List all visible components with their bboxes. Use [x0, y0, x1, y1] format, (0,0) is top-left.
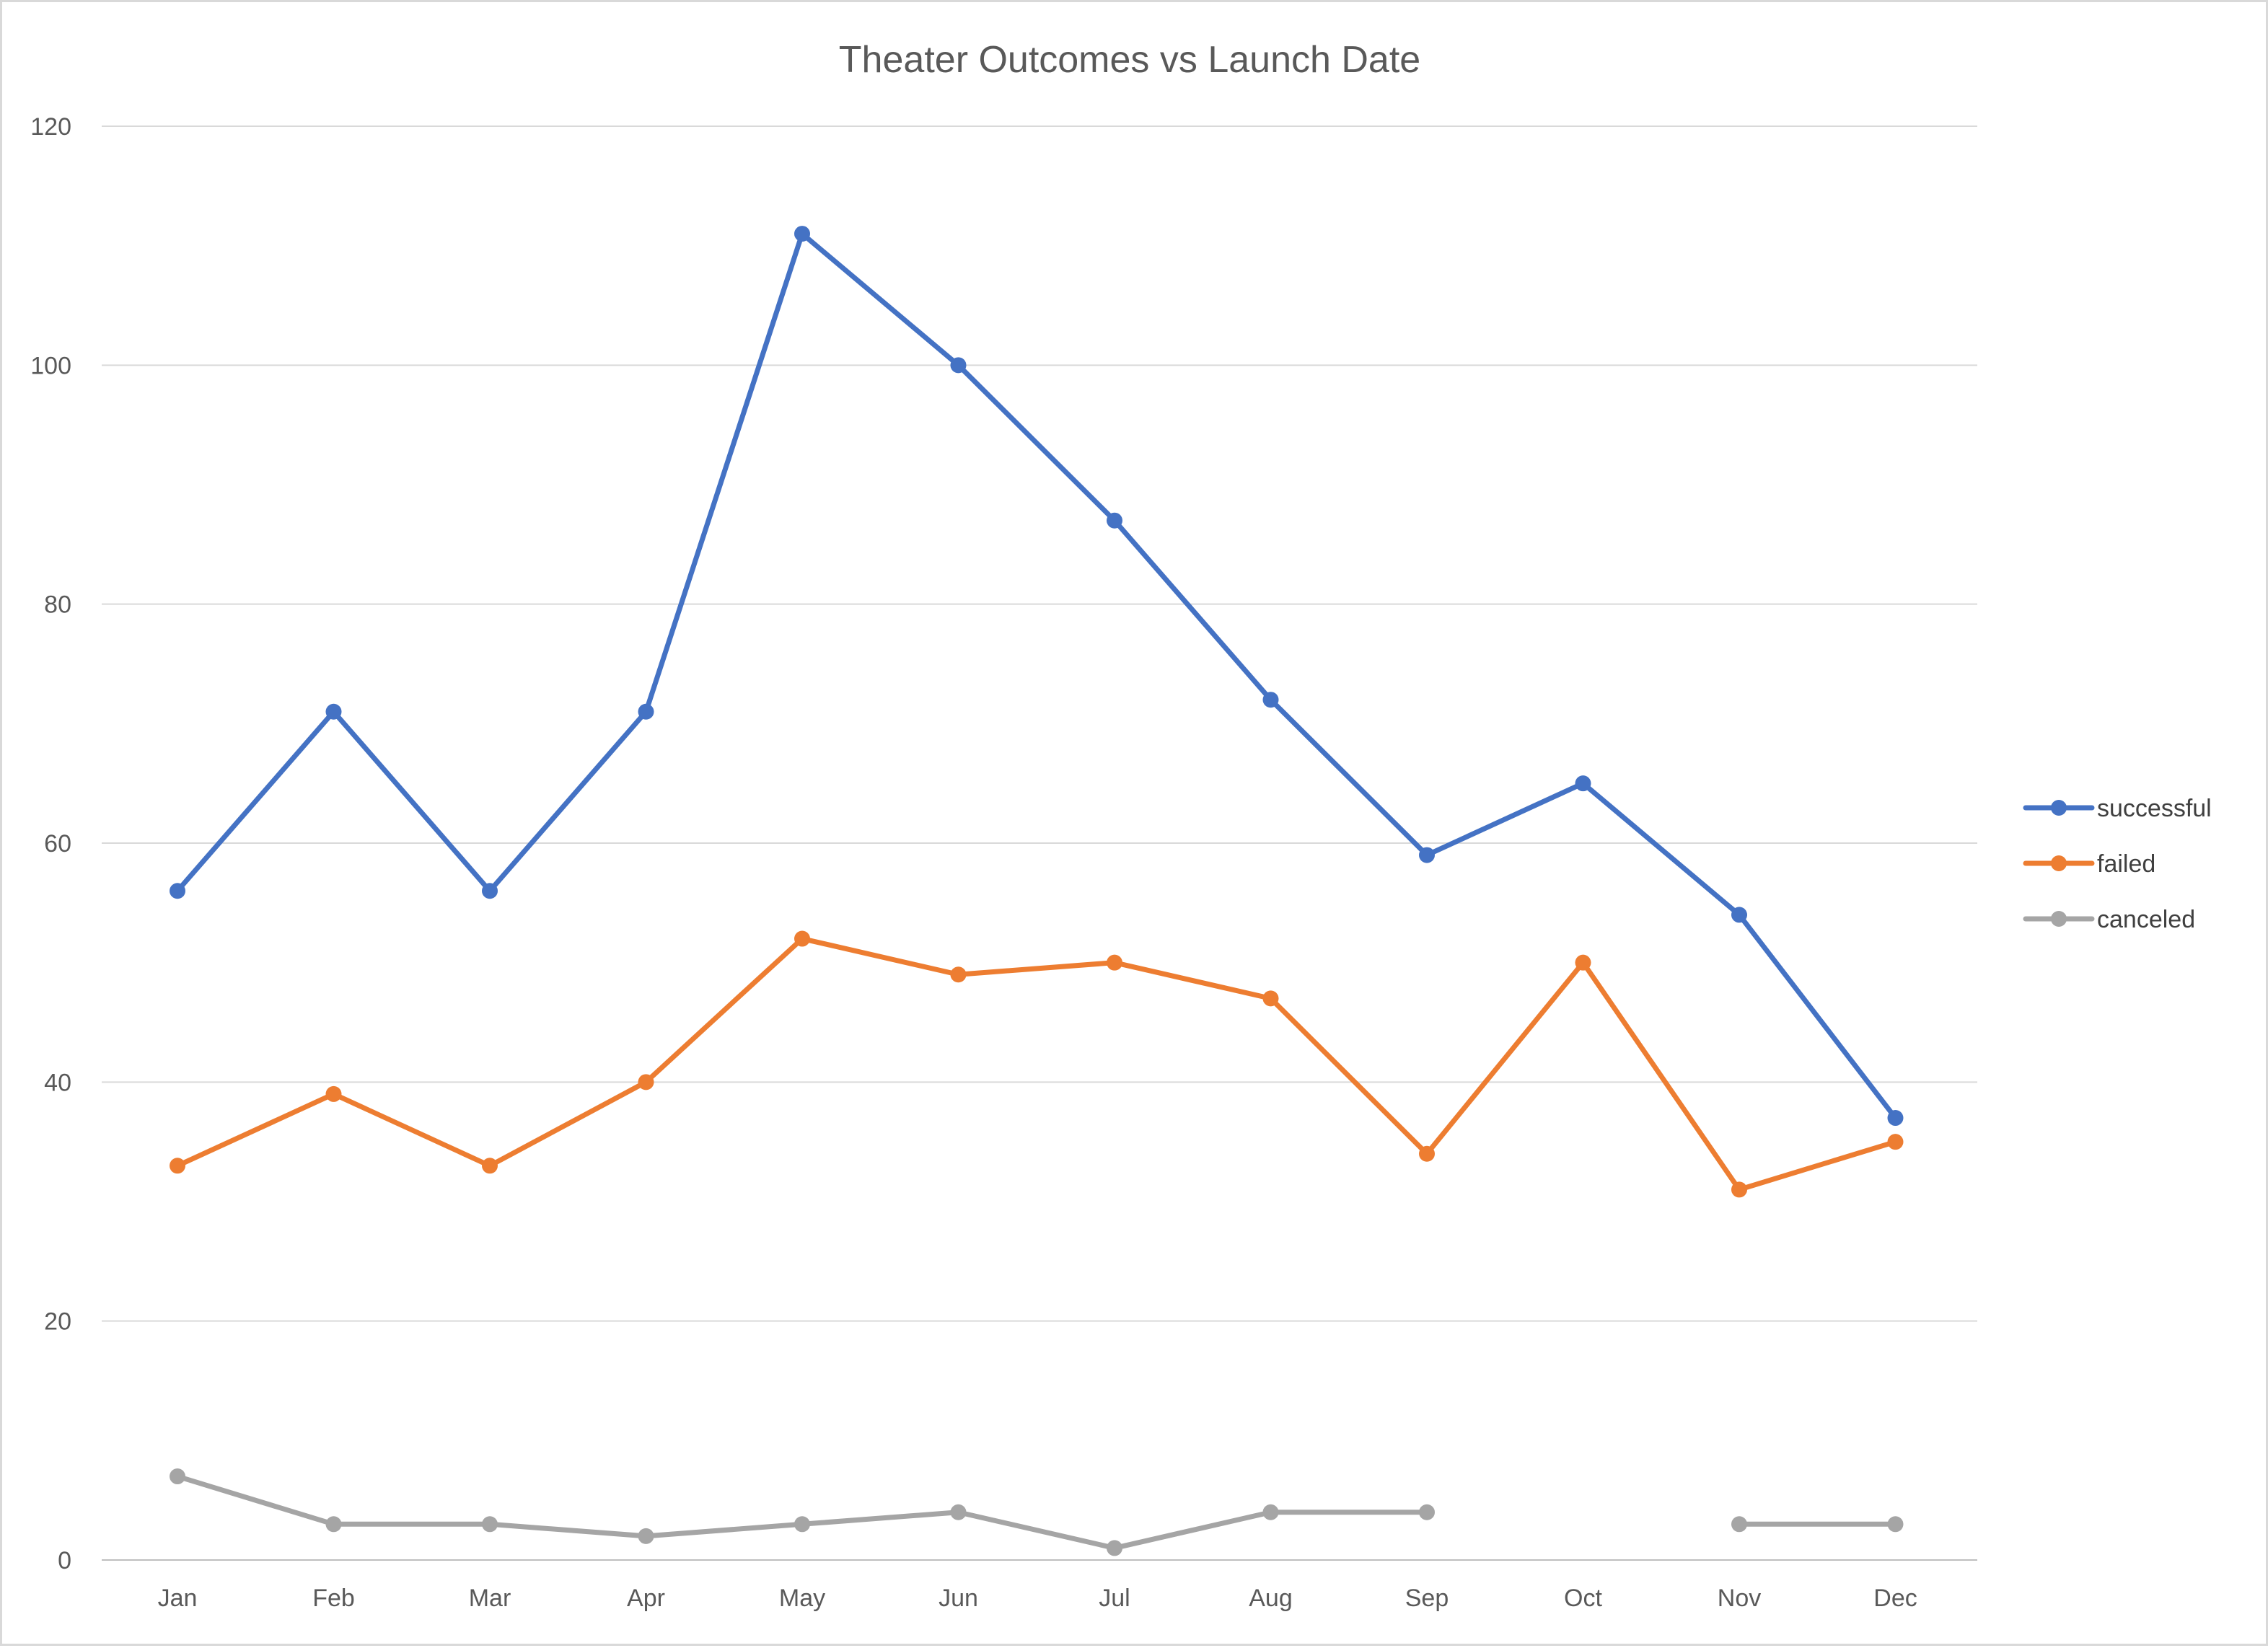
legend-item: failed — [2023, 850, 2155, 878]
legend-label: failed — [2097, 850, 2155, 878]
legend-label: canceled — [2097, 906, 2195, 933]
data-point — [638, 1528, 654, 1544]
gridlines — [102, 125, 1977, 1322]
y-tick-label: 60 — [44, 830, 71, 858]
y-tick-label: 0 — [58, 1547, 71, 1574]
data-point — [1107, 954, 1122, 971]
x-tick-label: Jun — [939, 1585, 978, 1612]
data-point — [1262, 990, 1279, 1007]
x-tick-label: Feb — [312, 1585, 355, 1612]
data-point — [325, 1516, 342, 1533]
y-tick-label: 20 — [44, 1308, 71, 1336]
data-point — [1419, 1504, 1435, 1520]
data-point — [1575, 775, 1591, 792]
data-point — [325, 1085, 342, 1102]
data-point — [1262, 692, 1279, 708]
legend: successful failed canceled — [2023, 795, 2212, 933]
legend-item: successful — [2023, 795, 2212, 822]
data-point — [1887, 1110, 1904, 1127]
data-point — [1575, 954, 1591, 971]
data-point — [325, 703, 342, 720]
x-tick-label: Mar — [469, 1585, 511, 1612]
series-successful — [170, 226, 1904, 1127]
chart-title: Theater Outcomes vs Launch Date — [839, 39, 1420, 81]
legend-label: successful — [2097, 795, 2212, 822]
y-tick-label: 80 — [44, 591, 71, 619]
data-point — [1107, 512, 1122, 529]
data-point — [1887, 1134, 1904, 1150]
x-tick-label: May — [779, 1585, 825, 1612]
data-point — [638, 703, 654, 720]
data-point — [1419, 1145, 1435, 1162]
legend-swatch-marker — [2051, 911, 2067, 927]
data-point — [1262, 1504, 1279, 1520]
x-tick-label: Sep — [1405, 1585, 1449, 1612]
x-tick-label: Jan — [158, 1585, 198, 1612]
x-tick-label: Jul — [1099, 1585, 1130, 1612]
data-point — [1731, 907, 1747, 923]
data-point — [794, 226, 810, 242]
series-line — [175, 231, 1898, 1121]
series-canceled — [170, 1468, 1904, 1556]
y-tick-label: 120 — [30, 113, 71, 141]
x-tick-label: Apr — [627, 1585, 665, 1612]
data-point — [170, 883, 185, 899]
legend-item: canceled — [2023, 906, 2195, 933]
x-tick-label: Aug — [1249, 1585, 1293, 1612]
series-line — [175, 936, 1898, 1192]
data-point — [170, 1158, 185, 1174]
x-tick-label: Dec — [1873, 1585, 1917, 1612]
series-line — [175, 1473, 1430, 1551]
data-point — [1887, 1516, 1904, 1533]
data-point — [950, 357, 967, 374]
data-point — [638, 1074, 654, 1090]
series-failed — [170, 930, 1904, 1198]
series-lines — [170, 226, 1904, 1556]
data-point — [1419, 847, 1435, 863]
x-tick-label: Nov — [1718, 1585, 1761, 1612]
y-tick-label: 40 — [44, 1069, 71, 1096]
data-point — [1107, 1540, 1122, 1556]
data-point — [950, 1504, 967, 1520]
data-point — [482, 1158, 498, 1174]
x-tick-label: Oct — [1564, 1585, 1602, 1612]
y-tick-label: 100 — [30, 352, 71, 379]
axes: 0 20 40 60 80 100 120 Jan Feb Mar Apr May Jun Jul Aug S… — [30, 113, 1977, 1612]
data-point — [482, 883, 498, 899]
data-point — [170, 1468, 185, 1485]
data-point — [482, 1516, 498, 1533]
legend-swatch-marker — [2051, 855, 2067, 871]
data-point — [794, 930, 810, 947]
data-point — [1731, 1516, 1747, 1533]
legend-swatch-marker — [2051, 800, 2067, 816]
data-point — [794, 1516, 810, 1533]
data-point — [950, 966, 967, 983]
data-point — [1731, 1181, 1747, 1198]
